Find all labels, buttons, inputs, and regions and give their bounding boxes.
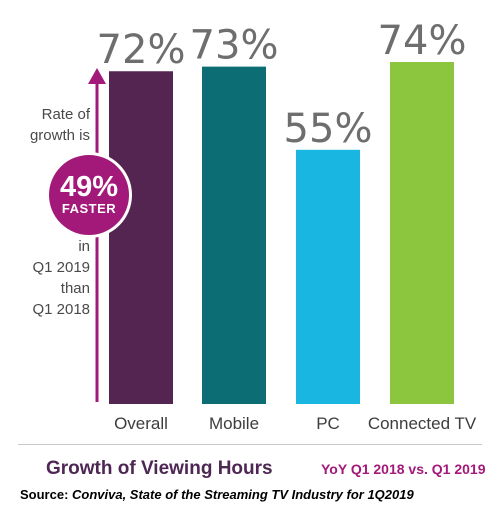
growth-note-line: Q1 2018 — [32, 301, 90, 318]
growth-note-line: in — [78, 238, 90, 255]
bar-pc — [296, 149, 360, 404]
source-note: Source: Conviva, State of the Streaming … — [20, 487, 414, 502]
growth-badge: 49% FASTER — [46, 152, 132, 238]
bar-chart: 72% 73%55%74% Overall Mobile PC Connected TV — [88, 18, 477, 433]
category-label-overall: Overall — [114, 414, 168, 433]
growth-note-line: than — [60, 280, 90, 297]
category-label-mobile: Mobile — [209, 414, 259, 433]
source-prefix: Source: — [20, 487, 73, 502]
value-label-overall: 72% — [97, 27, 186, 73]
growth-note-line: Rate of — [41, 106, 90, 123]
bar-mobile — [202, 66, 266, 405]
chart-title: Growth of Viewing Hours — [46, 458, 273, 479]
growth-note-line: growth is — [29, 127, 90, 144]
value-label-pc: 55% — [284, 106, 373, 152]
growth-arrow-head — [88, 68, 106, 84]
source-text: Conviva, State of the Streaming TV Indus… — [72, 487, 414, 502]
category-label-pc: PC — [316, 414, 340, 433]
growth-note-top: Rate of growth is — [30, 104, 90, 146]
category-label-connected-tv: Connected TV — [368, 414, 477, 433]
growth-badge-value: 49% — [59, 171, 119, 203]
value-label-mobile: 73% — [190, 23, 279, 69]
growth-arrow — [88, 68, 106, 402]
growth-note-bottom: in Q1 2019 than Q1 2018 — [32, 236, 90, 320]
footer-divider — [18, 444, 482, 445]
bar-connected-tv — [390, 62, 454, 404]
value-label-connected-tv: 74% — [378, 18, 467, 64]
growth-note-line: Q1 2019 — [32, 259, 90, 276]
growth-badge-label: FASTER — [61, 201, 117, 216]
chart-subtitle: YoY Q1 2018 vs. Q1 2019 — [321, 461, 486, 477]
bar-overall — [109, 71, 173, 405]
